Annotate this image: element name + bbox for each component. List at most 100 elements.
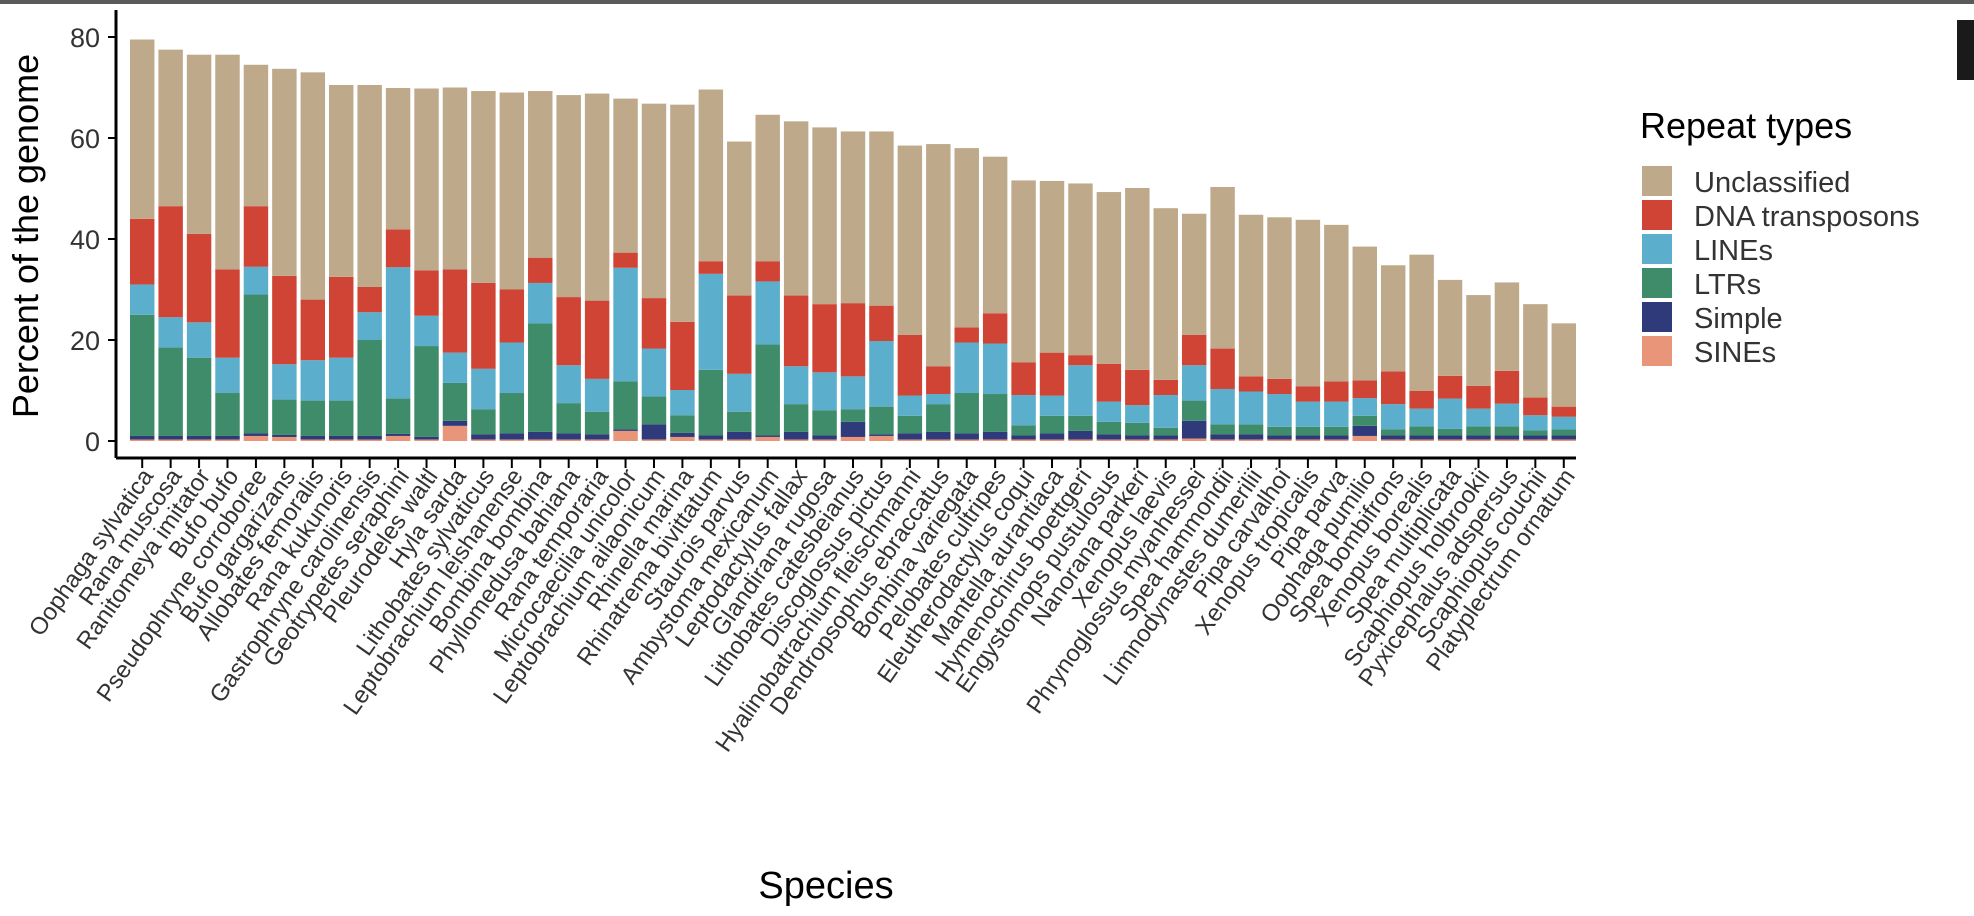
y-tick-label: 20 xyxy=(70,326,100,356)
bar-segment-lines xyxy=(954,342,979,394)
legend-swatch xyxy=(1642,268,1672,298)
bar-segment-sines xyxy=(1380,439,1406,441)
bar-segment-ltrs xyxy=(329,400,354,436)
bar-segment-ltrs xyxy=(414,346,439,437)
bar-segment-ltrs xyxy=(1238,424,1264,435)
bar-segment-dna-transposons xyxy=(1267,378,1292,395)
bar-segment-lines xyxy=(414,315,439,347)
bar-segment-unclassified xyxy=(1437,279,1463,376)
bar-segment-sines xyxy=(1523,439,1548,441)
bar-segment-ltrs xyxy=(1039,415,1065,434)
bar-segment-unclassified xyxy=(1096,192,1122,364)
bar-segment-lines xyxy=(670,390,695,416)
bar-segment-lines xyxy=(129,284,155,315)
bar-segment-simple xyxy=(1039,433,1065,440)
bar-segment-unclassified xyxy=(414,88,439,271)
bar-segment-dna-transposons xyxy=(1466,385,1491,409)
bar-segment-dna-transposons xyxy=(1153,379,1178,396)
bar-segment-simple xyxy=(783,431,809,440)
bar-segment-sines xyxy=(158,439,183,441)
bar-segment-unclassified xyxy=(1068,183,1093,356)
bar-segment-sines xyxy=(1210,439,1235,441)
bar-segment-sines xyxy=(1295,439,1321,441)
bar-segment-ltrs xyxy=(1352,415,1377,426)
bar-segment-simple xyxy=(1466,435,1491,440)
bar-segment-lines xyxy=(272,364,297,400)
bar-segment-dna-transposons xyxy=(1409,391,1434,409)
bar-segment-simple xyxy=(1181,420,1207,439)
legend-swatch xyxy=(1642,302,1672,332)
bar-segment-lines xyxy=(1494,403,1520,427)
legend-swatch xyxy=(1642,234,1672,264)
bar-segment-unclassified xyxy=(926,144,951,367)
bar-segment-sines xyxy=(1011,439,1036,441)
right-window-sliver xyxy=(1957,20,1974,80)
bar-segment-ltrs xyxy=(1181,400,1207,421)
bar-segment-lines xyxy=(1238,391,1264,425)
bar-segment-ltrs xyxy=(442,382,468,421)
bar-segment-sines xyxy=(670,436,695,441)
bar-segment-simple xyxy=(1380,435,1406,440)
bar-segment-sines xyxy=(1153,439,1178,441)
bar-segment-unclassified xyxy=(1551,323,1577,407)
bar-segment-simple xyxy=(1068,430,1093,440)
bar-segment-simple xyxy=(698,435,724,440)
bar-segment-lines xyxy=(357,312,382,340)
bar-segment-lines xyxy=(556,365,581,404)
bar-segment-lines xyxy=(755,281,780,345)
bar-segment-ltrs xyxy=(698,369,724,436)
bar-segment-unclassified xyxy=(243,64,269,207)
bar-segment-ltrs xyxy=(1096,421,1122,435)
bar-segment-simple xyxy=(1238,434,1264,440)
bar-segment-lines xyxy=(1466,408,1491,427)
bar-segment-sines xyxy=(926,439,951,441)
y-ticks: 0 20 40 60 80 xyxy=(70,23,116,457)
bar-segment-unclassified xyxy=(186,54,212,234)
bar-segment-lines xyxy=(1181,365,1207,401)
bar-segment-sines xyxy=(1125,439,1150,441)
legend-label: DNA transposons xyxy=(1694,201,1920,233)
bar-segment-simple xyxy=(982,431,1008,440)
bar-segment-lines xyxy=(442,352,468,383)
bar-segment-unclassified xyxy=(1494,282,1520,371)
bar-segment-dna-transposons xyxy=(926,366,951,395)
bar-segment-simple xyxy=(897,433,923,440)
bar-segment-dna-transposons xyxy=(727,295,752,374)
bar-segment-ltrs xyxy=(243,294,269,434)
bar-segment-unclassified xyxy=(1324,224,1349,382)
bar-segment-lines xyxy=(1153,395,1178,428)
bar-segment-simple xyxy=(528,431,553,440)
bar-segment-unclassified xyxy=(727,141,752,296)
bar-segment-dna-transposons xyxy=(1181,334,1207,366)
bar-segment-dna-transposons xyxy=(385,229,411,268)
bar-segment-ltrs xyxy=(1380,429,1406,436)
bar-segment-dna-transposons xyxy=(812,304,837,373)
y-tick-label: 40 xyxy=(70,225,100,255)
bar-segment-unclassified xyxy=(1466,295,1491,386)
bar-segment-dna-transposons xyxy=(1494,370,1520,404)
bar-segment-simple xyxy=(613,429,638,431)
bar-segment-sines xyxy=(1437,439,1463,441)
bar-segment-dna-transposons xyxy=(471,282,496,369)
bar-segment-unclassified xyxy=(1409,254,1434,392)
bar-segment-unclassified xyxy=(1295,219,1321,387)
bar-segment-unclassified xyxy=(1125,188,1150,370)
bar-segment-lines xyxy=(584,378,610,412)
bar-segment-dna-transposons xyxy=(1125,369,1150,406)
bar-segment-sines xyxy=(727,439,752,441)
bar-segment-sines xyxy=(414,439,439,441)
bar-segment-lines xyxy=(1267,394,1292,427)
legend-label: LTRs xyxy=(1694,269,1761,301)
y-tick-label: 80 xyxy=(70,23,100,53)
bar-segment-unclassified xyxy=(1238,214,1264,377)
bar-segment-lines xyxy=(982,343,1008,395)
legend-swatch xyxy=(1642,336,1672,366)
bar-segment-simple xyxy=(1324,435,1349,440)
bar-segment-dna-transposons xyxy=(499,289,525,343)
bar-segment-lines xyxy=(1210,388,1235,425)
legend-swatch xyxy=(1642,200,1672,230)
bar-segment-dna-transposons xyxy=(243,206,269,267)
bar-segment-dna-transposons xyxy=(1352,380,1377,399)
bar-segment-sines xyxy=(1096,439,1122,441)
